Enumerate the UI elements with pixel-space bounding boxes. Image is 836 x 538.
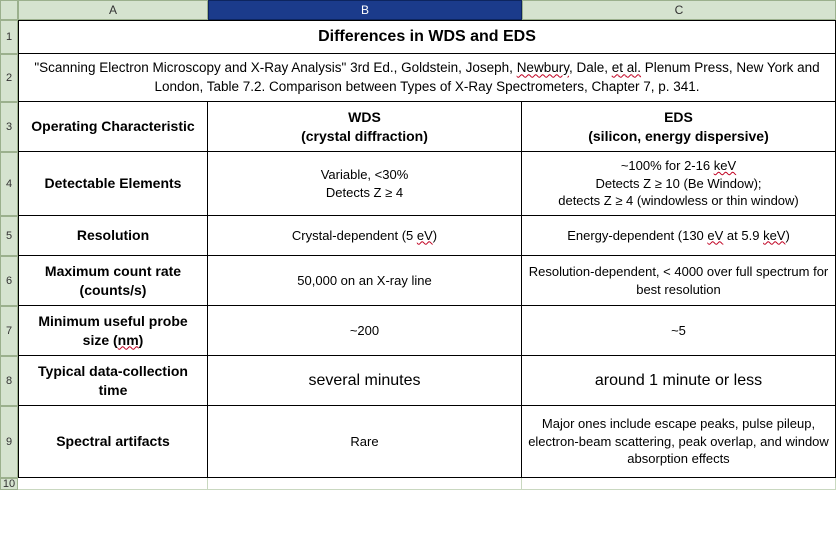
row-datatime-eds[interactable]: around 1 minute or less [522, 356, 836, 406]
row-artifacts-eds[interactable]: Major ones include escape peaks, pulse p… [522, 406, 836, 478]
title-text: Differences in WDS and EDS [318, 26, 536, 48]
row-header-7[interactable]: 7 [0, 306, 18, 356]
row-header-10[interactable]: 10 [0, 478, 18, 490]
probesize-eds-text: ~5 [671, 322, 686, 340]
header-col1-text: Operating Characteristic [31, 117, 194, 136]
header-operating-characteristic[interactable]: Operating Characteristic [18, 102, 208, 152]
row-header-3[interactable]: 3 [0, 102, 18, 152]
title-cell[interactable]: Differences in WDS and EDS [18, 20, 836, 54]
datatime-eds-text: around 1 minute or less [595, 370, 762, 392]
row-resolution-wds[interactable]: Crystal-dependent (5 eV) [208, 216, 522, 256]
row-header-4[interactable]: 4 [0, 152, 18, 216]
row-datatime-wds[interactable]: several minutes [208, 356, 522, 406]
reference-text: "Scanning Electron Microscopy and X-Ray … [25, 59, 829, 95]
artifacts-wds-text: Rare [350, 433, 378, 451]
resolution-eds-text: Energy-dependent (130 eV at 5.9 keV) [567, 227, 790, 245]
header-col3-text: EDS(silicon, energy dispersive) [588, 108, 769, 146]
row-detectable-eds[interactable]: ~100% for 2-16 keV Detects Z ≥ 10 (Be Wi… [522, 152, 836, 216]
datatime-wds-text: several minutes [308, 370, 420, 392]
label-detectable: Detectable Elements [45, 174, 182, 193]
row-resolution-eds[interactable]: Energy-dependent (130 eV at 5.9 keV) [522, 216, 836, 256]
header-col2-text: WDS(crystal diffraction) [301, 108, 428, 146]
row-maxcount-wds[interactable]: 50,000 on an X-ray line [208, 256, 522, 306]
row-maxcount-label[interactable]: Maximum count rate(counts/s) [18, 256, 208, 306]
col-header-b[interactable]: B [208, 0, 522, 20]
row-detectable-label[interactable]: Detectable Elements [18, 152, 208, 216]
row-maxcount-eds[interactable]: Resolution-dependent, < 4000 over full s… [522, 256, 836, 306]
label-maxcount: Maximum count rate(counts/s) [45, 262, 181, 300]
row-header-6[interactable]: 6 [0, 256, 18, 306]
detectable-eds-text: ~100% for 2-16 keV Detects Z ≥ 10 (Be Wi… [558, 157, 799, 210]
row-header-5[interactable]: 5 [0, 216, 18, 256]
maxcount-wds-text: 50,000 on an X-ray line [297, 272, 431, 290]
row-probesize-eds[interactable]: ~5 [522, 306, 836, 356]
spreadsheet-grid: A B C 1 Differences in WDS and EDS 2 "Sc… [0, 0, 836, 490]
row-header-9[interactable]: 9 [0, 406, 18, 478]
empty-cell-c10[interactable] [522, 478, 836, 490]
label-datatime: Typical data-collectiontime [38, 362, 188, 400]
header-wds[interactable]: WDS(crystal diffraction) [208, 102, 522, 152]
row-header-1[interactable]: 1 [0, 20, 18, 54]
header-eds[interactable]: EDS(silicon, energy dispersive) [522, 102, 836, 152]
label-artifacts: Spectral artifacts [56, 432, 170, 451]
row-artifacts-label[interactable]: Spectral artifacts [18, 406, 208, 478]
maxcount-eds-text: Resolution-dependent, < 4000 over full s… [528, 263, 829, 298]
col-header-c[interactable]: C [522, 0, 836, 20]
row-datatime-label[interactable]: Typical data-collectiontime [18, 356, 208, 406]
empty-cell-b10[interactable] [208, 478, 522, 490]
detectable-wds-text: Variable, <30%Detects Z ≥ 4 [321, 166, 409, 201]
col-header-a[interactable]: A [18, 0, 208, 20]
row-artifacts-wds[interactable]: Rare [208, 406, 522, 478]
corner-cell[interactable] [0, 0, 18, 20]
empty-cell-a10[interactable] [18, 478, 208, 490]
row-probesize-wds[interactable]: ~200 [208, 306, 522, 356]
label-resolution: Resolution [77, 226, 149, 245]
reference-cell[interactable]: "Scanning Electron Microscopy and X-Ray … [18, 54, 836, 102]
probesize-wds-text: ~200 [350, 322, 379, 340]
row-header-2[interactable]: 2 [0, 54, 18, 102]
artifacts-eds-text: Major ones include escape peaks, pulse p… [528, 415, 829, 468]
row-probesize-label[interactable]: Minimum useful probe size (nm) [18, 306, 208, 356]
label-probesize: Minimum useful probe size (nm) [38, 312, 187, 350]
row-detectable-wds[interactable]: Variable, <30%Detects Z ≥ 4 [208, 152, 522, 216]
resolution-wds-text: Crystal-dependent (5 eV) [292, 227, 437, 245]
row-resolution-label[interactable]: Resolution [18, 216, 208, 256]
row-header-8[interactable]: 8 [0, 356, 18, 406]
